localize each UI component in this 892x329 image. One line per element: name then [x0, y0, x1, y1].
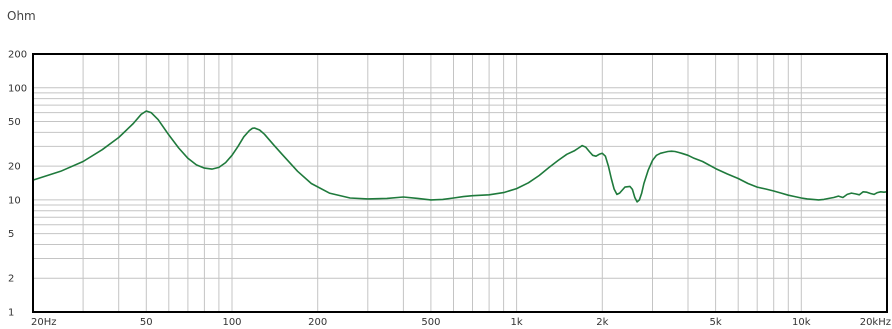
y-tick-label: 200 — [8, 50, 27, 61]
y-tick-label: 100 — [8, 83, 27, 94]
x-tick-label: 50 — [140, 317, 153, 328]
y-tick-labels: 200 100 50 20 10 5 2 1 — [8, 50, 27, 319]
y-tick-label: 2 — [8, 274, 14, 285]
x-tick-label: 10k — [792, 317, 811, 328]
x-tick-label: 100 — [222, 317, 241, 328]
x-tick-label: 20Hz — [31, 317, 57, 328]
plot-frame — [32, 53, 888, 313]
x-tick-label: 500 — [421, 317, 440, 328]
y-unit-label: Ohm — [7, 9, 36, 23]
y-tick-label: 20 — [8, 162, 21, 173]
series-group — [32, 110, 888, 203]
x-tick-label: 5k — [710, 317, 722, 328]
x-tick-label: 200 — [308, 317, 327, 328]
y-tick-label: 50 — [8, 117, 21, 128]
y-tick-label: 5 — [8, 229, 14, 240]
grid-lines — [33, 54, 887, 312]
x-tick-label: 1k — [511, 317, 523, 328]
x-tick-label: 2k — [596, 317, 608, 328]
y-tick-label: 1 — [8, 308, 14, 319]
impedance-series-line — [32, 110, 888, 203]
x-tick-label: 20kHz — [860, 317, 891, 328]
y-tick-label: 10 — [8, 195, 21, 206]
x-tick-labels: 20Hz 50 100 200 500 1k 2k 5k 10k 20kHz — [31, 317, 891, 328]
